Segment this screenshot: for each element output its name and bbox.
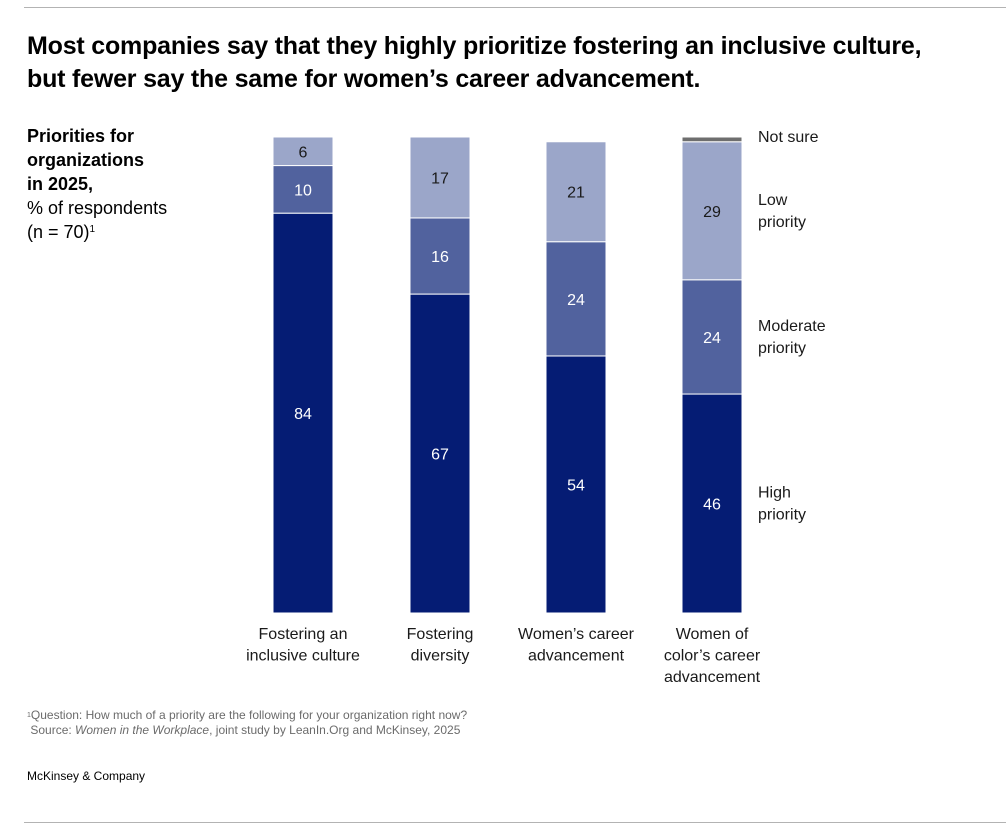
chart-title: Most companies say that they highly prio… [27, 32, 922, 93]
bar-segment-moderate-priority [409, 217, 471, 295]
data-label: 10 [294, 182, 312, 199]
footnote: 1Question: How much of a priority are th… [27, 708, 467, 738]
category-label: inclusive culture [246, 648, 360, 665]
category-label: color’s career [664, 648, 761, 665]
legend-label-high-priority: High [758, 485, 791, 502]
chart-subtitle: Priorities for organizations in 2025, % … [27, 124, 237, 244]
data-label: 16 [431, 249, 449, 266]
source-title: Women in the Workplace [75, 723, 210, 737]
legend-label-low-priority: Low [758, 192, 788, 209]
data-label: 24 [567, 292, 585, 309]
subtitle-unit-line: % of respondents [27, 198, 168, 218]
bar-segment-high-priority [409, 293, 471, 614]
bottom-divider [24, 822, 1006, 823]
data-label: 21 [567, 185, 585, 202]
stacked-bar-chart: 84 10 6 Fostering an inclusive culture 67 16 17… [246, 129, 826, 686]
bar-segment-moderate-priority [272, 165, 334, 214]
data-label: 84 [294, 406, 312, 423]
source-prefix: Source: [30, 723, 76, 737]
bar-segment-low-priority [545, 141, 607, 243]
bar-segment-moderate-priority [681, 279, 743, 395]
subtitle-sample-line: (n = 70) [27, 222, 90, 242]
legend-label-high-priority: priority [758, 507, 806, 524]
data-label: 54 [567, 477, 585, 494]
category-label: Women of [676, 626, 749, 643]
category-label: advancement [528, 648, 625, 665]
data-label: 46 [703, 497, 721, 514]
footnote-question: Question: How much of a priority are the… [30, 708, 468, 722]
subtitle-bold-line: organizations [27, 150, 145, 170]
bar-segment-high-priority [272, 212, 334, 614]
subtitle-bold-line: Priorities for [27, 126, 135, 146]
footnote-marker: 1 [89, 224, 96, 235]
bar-segment-low-priority [409, 136, 471, 219]
legend-label-moderate-priority: priority [758, 340, 806, 357]
footnote-marker: 1 [27, 712, 31, 719]
data-label: 17 [431, 170, 449, 187]
legend-label-moderate-priority: Moderate [758, 318, 826, 335]
data-label: 6 [299, 144, 308, 161]
data-label: 67 [431, 447, 449, 464]
category-label: advancement [664, 669, 761, 686]
bar-segment-moderate-priority [545, 241, 607, 357]
top-divider [24, 7, 1006, 8]
bar-segment-high-priority [681, 393, 743, 614]
category-label: diversity [411, 648, 470, 665]
data-label: 29 [703, 204, 721, 221]
bar-segment-not-sure [681, 136, 743, 143]
subtitle-bold-line: in 2025, [27, 174, 94, 194]
category-label: Fostering [407, 626, 474, 643]
bar-segment-low-priority [272, 136, 334, 167]
brand-logo-text: McKinsey & Company [27, 769, 146, 783]
bar-segment-low-priority [681, 141, 743, 281]
source-suffix: , joint study by LeanIn.Org and McKinsey… [209, 723, 461, 737]
category-label: Fostering an [259, 626, 348, 643]
legend-label-not-sure: Not sure [758, 129, 819, 146]
category-label: Women’s career [518, 626, 635, 643]
data-label: 24 [703, 330, 721, 347]
legend-label-low-priority: priority [758, 214, 806, 231]
